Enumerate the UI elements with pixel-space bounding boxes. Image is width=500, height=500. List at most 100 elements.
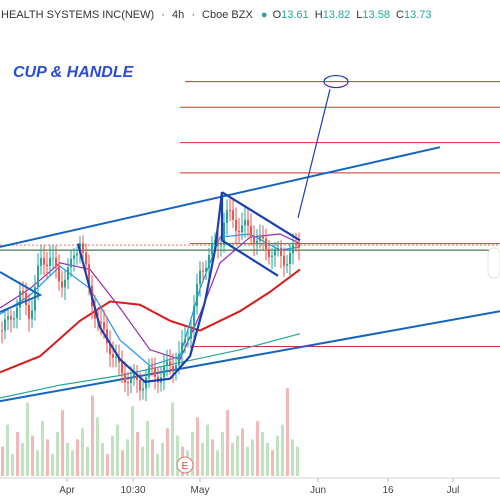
- ohlc-high-label: H: [315, 9, 323, 21]
- candle-body: [280, 247, 282, 256]
- volume-bar: [121, 450, 124, 476]
- candle-body: [268, 248, 270, 258]
- candle-body: [274, 248, 276, 256]
- earnings-event-icon[interactable]: E: [176, 456, 194, 474]
- volume-bar: [261, 432, 264, 476]
- candle-body: [106, 329, 108, 344]
- candle-body: [172, 366, 174, 371]
- pattern-line-flag: [0, 271, 43, 313]
- scroll-handle[interactable]: [487, 247, 500, 279]
- candle-body: [244, 220, 246, 226]
- candle-body: [217, 240, 219, 246]
- volume-bar: [106, 454, 109, 476]
- candle-body: [37, 265, 39, 288]
- candle-body: [40, 258, 42, 266]
- candle-body: [19, 291, 21, 308]
- volume-bar: [41, 421, 44, 476]
- volume-bar: [51, 454, 54, 476]
- candle-body: [115, 356, 117, 358]
- volume-bar: [171, 402, 174, 476]
- candle-body: [31, 310, 33, 319]
- volume-bar: [21, 443, 24, 476]
- ohlc-high-value: 13.82: [323, 9, 351, 21]
- volume-bar: [91, 395, 94, 476]
- candle-body: [127, 382, 129, 384]
- volume-bar: [256, 421, 259, 476]
- volume-bar: [191, 432, 194, 476]
- volume-bar: [206, 424, 209, 476]
- volume-bar: [56, 432, 59, 476]
- pattern-annotation: CUP & HANDLE: [13, 64, 135, 81]
- chart-header: HEALTH SYSTEMS INC(NEW) · 4h · Cboe BZX …: [1, 9, 431, 21]
- candle-body: [202, 270, 204, 272]
- candle-body: [205, 268, 207, 272]
- candle-body: [67, 267, 69, 280]
- candle-body: [70, 258, 72, 268]
- volume-bar: [141, 446, 144, 476]
- candle-body: [100, 321, 102, 323]
- candle-body: [238, 230, 240, 233]
- candle-body: [154, 367, 156, 377]
- volume-bar: [86, 446, 89, 476]
- volume-bar: [116, 424, 119, 476]
- volume-bar: [16, 432, 19, 476]
- candle-body: [223, 222, 225, 245]
- volume-bar: [201, 443, 204, 476]
- candle-body: [25, 293, 27, 306]
- trend-channel: [0, 146, 500, 403]
- volume-bar: [211, 439, 214, 476]
- volume-bar: [241, 428, 244, 476]
- pattern-lines: [0, 74, 349, 384]
- volume-bar: [66, 443, 69, 476]
- candle-body: [277, 247, 279, 249]
- ohlc-open-value: 13.61: [281, 9, 309, 21]
- candle-body: [283, 255, 285, 266]
- pattern-line-breakout-projection: [297, 89, 331, 219]
- volume-bar: [46, 439, 49, 476]
- candle-body: [211, 242, 213, 255]
- volume-bar: [296, 446, 299, 476]
- candle-body: [121, 362, 123, 374]
- volume-bar: [221, 432, 224, 476]
- candle-body: [163, 366, 165, 378]
- pattern-line-handle-bottom: [221, 239, 279, 277]
- status-dot-icon: ●: [261, 9, 268, 21]
- volume-bar: [216, 450, 219, 476]
- candle-body: [16, 307, 18, 319]
- candle-body: [295, 244, 297, 246]
- ohlc-low-value: 13.58: [362, 9, 390, 21]
- candle-body: [250, 225, 252, 238]
- volume-bar: [131, 406, 134, 476]
- candle-body: [232, 210, 234, 220]
- candle-body: [235, 219, 237, 231]
- volume-bar: [36, 450, 39, 476]
- candle-body: [199, 270, 201, 284]
- volume-bar: [31, 435, 34, 476]
- symbol-title: HEALTH SYSTEMS INC(NEW): [1, 9, 154, 21]
- volume-bar: [271, 450, 274, 476]
- candles: [1, 198, 300, 402]
- volume-bar: [231, 443, 234, 476]
- volume-bar: [276, 435, 279, 476]
- ohlc-close-label: C: [396, 9, 404, 21]
- candle-body: [253, 237, 255, 244]
- x-tick-label: 10:30: [120, 485, 145, 496]
- candle-body: [130, 376, 132, 384]
- candle-body: [34, 287, 36, 311]
- ohlc-close-value: 13.73: [404, 9, 432, 21]
- candle-body: [271, 255, 273, 258]
- candle-body: [298, 244, 300, 248]
- candle-body: [169, 361, 171, 367]
- candle-body: [136, 373, 138, 381]
- candle-body: [226, 210, 228, 223]
- moving-average-line: [0, 233, 301, 361]
- target-levels: [0, 81, 500, 348]
- candle-body: [190, 329, 192, 339]
- x-tick-label: Jun: [310, 485, 326, 496]
- candle-body: [292, 244, 294, 254]
- volume-bar: [251, 439, 254, 476]
- volume-bar: [151, 439, 154, 476]
- volume-bar: [266, 443, 269, 476]
